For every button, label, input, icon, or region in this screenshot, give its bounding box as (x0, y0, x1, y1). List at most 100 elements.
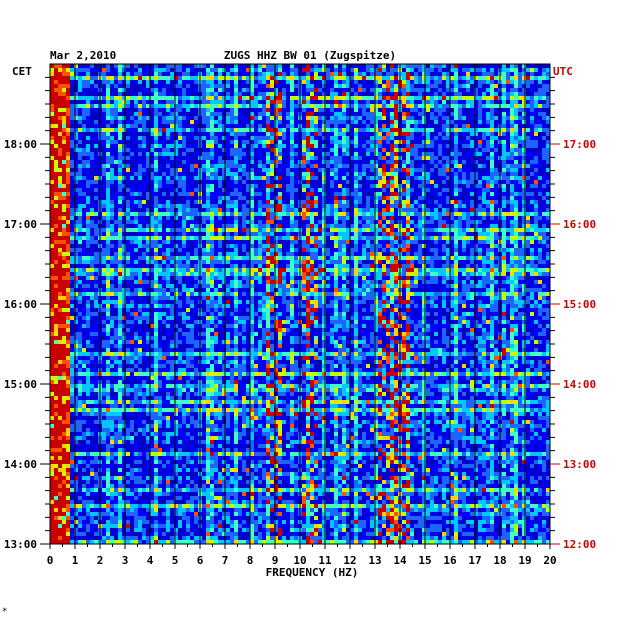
spectrogram-cell (158, 100, 162, 104)
spectrogram-cell (450, 240, 454, 244)
spectrogram-cell (94, 220, 98, 224)
spectrogram-cell (418, 68, 422, 72)
spectrogram-cell (174, 116, 178, 120)
spectrogram-cell (426, 256, 430, 260)
left-zone-label: CET (12, 65, 32, 78)
spectrogram-cell (82, 148, 86, 152)
spectrogram-cell (530, 112, 534, 116)
spectrogram-cell (234, 76, 238, 80)
spectrogram-cell (210, 216, 214, 220)
spectrogram-cell (178, 256, 182, 260)
spectrogram-cell (362, 80, 366, 84)
spectrogram-cell (354, 140, 358, 144)
spectrogram-cell (438, 168, 442, 172)
spectrogram-cell (86, 112, 90, 116)
spectrogram-cell (58, 188, 62, 192)
spectrogram-cell (534, 172, 538, 176)
spectrogram-cell (138, 204, 142, 208)
spectrogram-cell (270, 196, 274, 200)
spectrogram-cell (290, 260, 294, 264)
spectrogram-cell (262, 120, 266, 124)
spectrogram-cell (370, 148, 374, 152)
spectrogram-cell (150, 220, 154, 224)
spectrogram-cell (54, 112, 58, 116)
spectrogram-cell (394, 164, 398, 168)
spectrogram-cell (214, 104, 218, 108)
spectrogram-cell (422, 252, 426, 256)
spectrogram-cell (70, 120, 74, 124)
spectrogram-cell (422, 104, 426, 108)
spectrogram-cell (90, 180, 94, 184)
spectrogram-cell (194, 252, 198, 256)
spectrogram-cell (490, 68, 494, 72)
spectrogram-cell (266, 260, 270, 264)
spectrogram-cell (542, 144, 546, 148)
spectrogram-cell (402, 256, 406, 260)
spectrogram-cell (266, 156, 270, 160)
spectrogram-cell (126, 104, 130, 108)
spectrogram-cell (178, 64, 182, 68)
spectrogram-cell (342, 96, 346, 100)
spectrogram-cell (534, 216, 538, 220)
spectrogram-cell (446, 172, 450, 176)
spectrogram-cell (514, 152, 518, 156)
spectrogram-cell (518, 176, 522, 180)
spectrogram-cell (446, 88, 450, 92)
spectrogram-cell (150, 216, 154, 220)
spectrogram-cell (542, 72, 546, 76)
spectrogram-cell (250, 224, 254, 228)
spectrogram-cell (434, 156, 438, 160)
spectrogram-cell (474, 136, 478, 140)
spectrogram-cell (130, 76, 134, 80)
spectrogram-cell (418, 136, 422, 140)
spectrogram-cell (202, 256, 206, 260)
spectrogram-cell (386, 244, 390, 248)
spectrogram-cell (522, 200, 526, 204)
spectrogram-cell (494, 224, 498, 228)
spectrogram-cell (62, 108, 66, 112)
spectrogram-cell (186, 104, 190, 108)
spectrogram-cell (310, 68, 314, 72)
spectrogram-cell (522, 192, 526, 196)
spectrogram-cell (442, 228, 446, 232)
spectrogram-cell (86, 136, 90, 140)
spectrogram-cell (110, 204, 114, 208)
spectrogram-cell (146, 224, 150, 228)
spectrogram-cell (250, 132, 254, 136)
spectrogram-cell (370, 104, 374, 108)
spectrogram-cell (222, 128, 226, 132)
spectrogram-cell (362, 256, 366, 260)
spectrogram-cell (126, 120, 130, 124)
spectrogram-cell (206, 248, 210, 252)
spectrogram-cell (358, 164, 362, 168)
spectrogram-cell (178, 232, 182, 236)
spectrogram-cell (402, 232, 406, 236)
spectrogram-cell (210, 92, 214, 96)
spectrogram-cell (58, 84, 62, 88)
spectrogram-cell (410, 156, 414, 160)
spectrogram-cell (534, 92, 538, 96)
spectrogram-cell (374, 96, 378, 100)
spectrogram-cell (382, 88, 386, 92)
spectrogram-cell (78, 236, 82, 240)
spectrogram-cell (406, 120, 410, 124)
spectrogram-cell (58, 204, 62, 208)
spectrogram-cell (254, 188, 258, 192)
spectrogram-cell (122, 96, 126, 100)
spectrogram-cell (342, 176, 346, 180)
spectrogram-cell (430, 188, 434, 192)
spectrogram-cell (514, 104, 518, 108)
spectrogram-cell (230, 244, 234, 248)
spectrogram-cell (130, 216, 134, 220)
spectrogram-cell (510, 132, 514, 136)
spectrogram-cell (378, 184, 382, 188)
spectrogram-cell (82, 228, 86, 232)
spectrogram-cell (138, 120, 142, 124)
spectrogram-cell (58, 68, 62, 72)
spectrogram-cell (262, 224, 266, 228)
spectrogram-cell (274, 136, 278, 140)
spectrogram-cell (510, 64, 514, 68)
spectrogram-cell (478, 120, 482, 124)
spectrogram-cell (202, 204, 206, 208)
spectrogram-cell (278, 92, 282, 96)
